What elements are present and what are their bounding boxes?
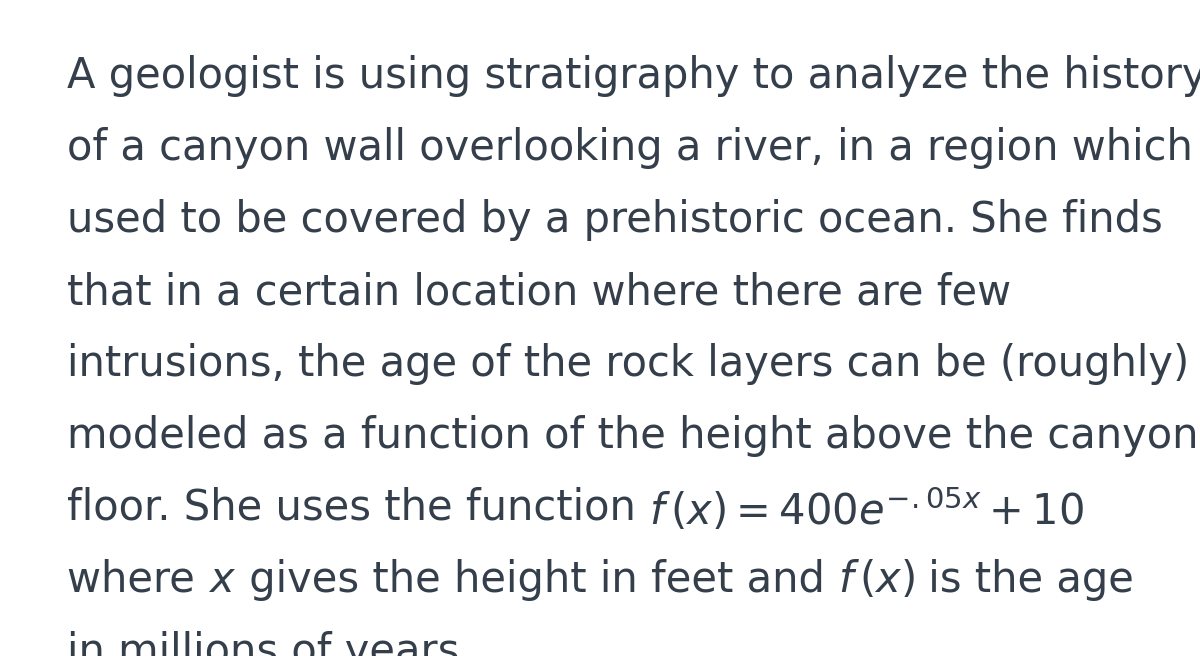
Text: intrusions, the age of the rock layers can be (roughly): intrusions, the age of the rock layers c…	[67, 343, 1189, 385]
Text: $f\,(x)$: $f\,(x)$	[839, 559, 916, 601]
Text: $f\,(x) = 400e^{-.05x} + 10$: $f\,(x) = 400e^{-.05x} + 10$	[649, 487, 1084, 535]
Text: $x$: $x$	[208, 559, 236, 601]
Text: modeled as a function of the height above the canyon: modeled as a function of the height abov…	[67, 415, 1199, 457]
Text: A geologist is using stratigraphy to analyze the history: A geologist is using stratigraphy to ana…	[67, 55, 1200, 97]
Text: of a canyon wall overlooking a river, in a region which: of a canyon wall overlooking a river, in…	[67, 127, 1193, 169]
Text: used to be covered by a prehistoric ocean. She finds: used to be covered by a prehistoric ocea…	[67, 199, 1163, 241]
Text: in millions of years.: in millions of years.	[67, 631, 473, 656]
Text: that in a certain location where there are few: that in a certain location where there a…	[67, 271, 1012, 313]
Text: floor. She uses the function: floor. She uses the function	[67, 487, 649, 529]
Text: gives the height in feet and: gives the height in feet and	[236, 559, 839, 601]
Text: is the age: is the age	[916, 559, 1134, 601]
Text: where: where	[67, 559, 208, 601]
